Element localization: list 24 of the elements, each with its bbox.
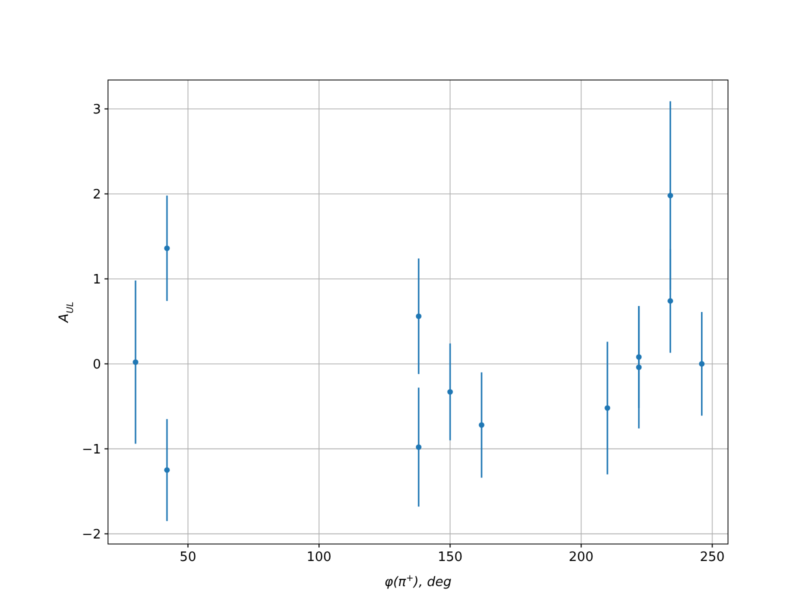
x-tick-label: 50: [180, 550, 196, 565]
x-tick-label: 250: [700, 550, 725, 565]
x-tick-label: 200: [568, 550, 594, 565]
y-tick-label: 2: [92, 187, 101, 202]
x-tick-label: 150: [438, 550, 463, 565]
y-tick-label: −2: [82, 527, 101, 542]
point: [447, 389, 453, 395]
y-tick-label: −1: [82, 442, 101, 458]
y-tick-label: 3: [92, 102, 101, 118]
y-tick-label: 1: [92, 272, 101, 288]
point: [416, 313, 422, 320]
point: [132, 359, 138, 365]
x-axis-title: φ(π$^{+}$), deg: [384, 574, 452, 590]
point: [636, 364, 642, 370]
x-tick-label: 100: [306, 550, 332, 565]
y-tick-label: 0: [92, 357, 101, 372]
point: [668, 298, 674, 304]
point: [416, 444, 422, 450]
point: [164, 467, 170, 473]
point: [604, 405, 610, 411]
point: [164, 245, 170, 252]
point: [698, 361, 705, 367]
point: [668, 192, 674, 198]
point: [478, 422, 484, 428]
